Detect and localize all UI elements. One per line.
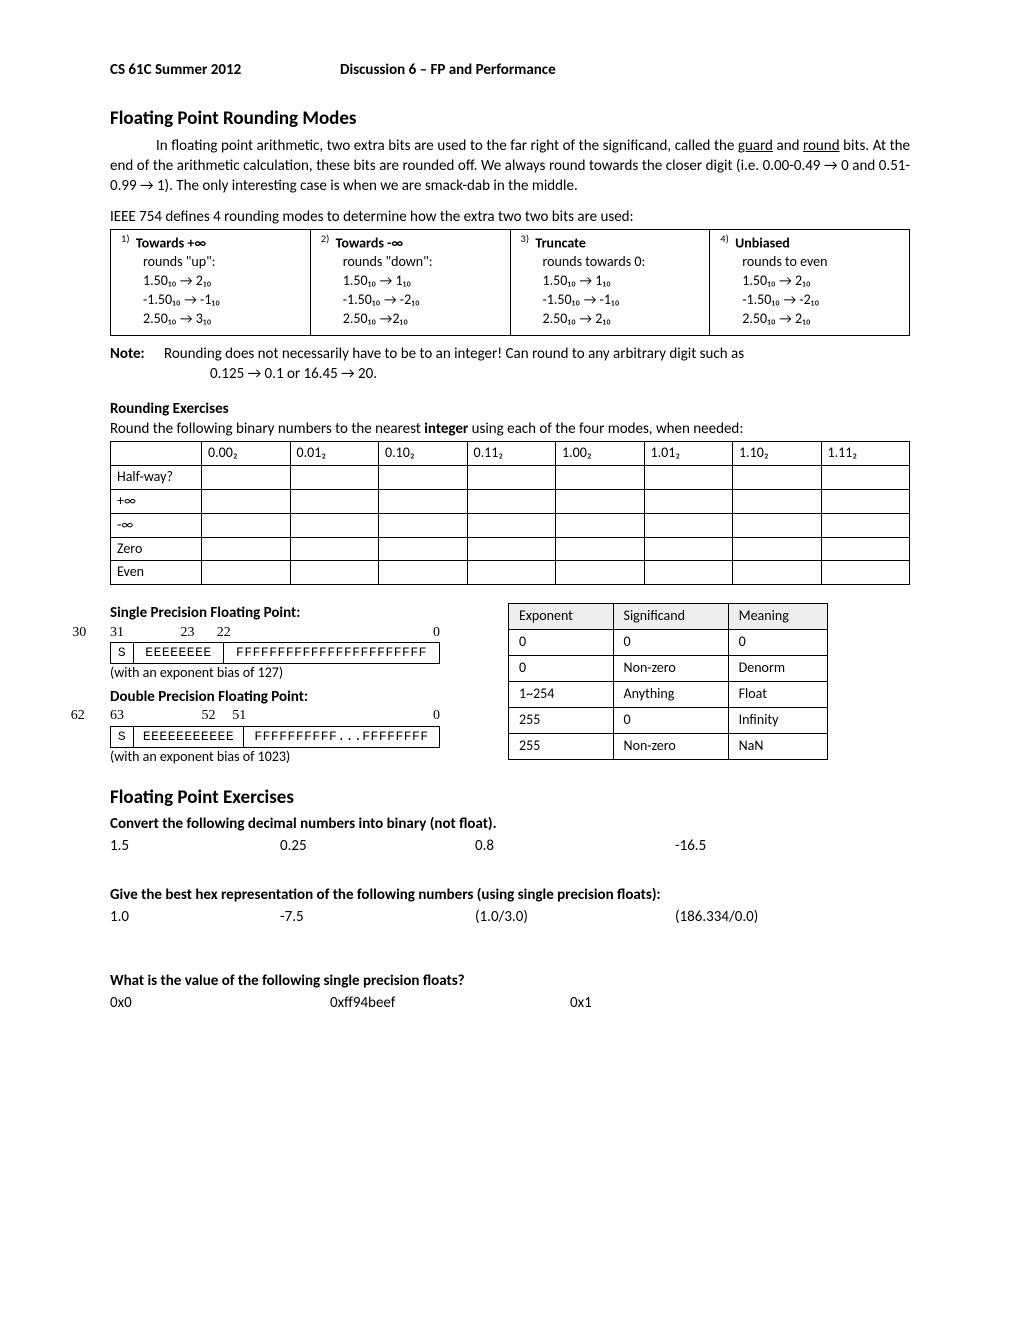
mode-cell: 3) Truncate rounds towards 0: 1.50₁₀ → 1… <box>510 229 710 335</box>
note-row: Note: Rounding does not necessarily have… <box>110 344 910 364</box>
mode-cell: 2) Towards -∞ rounds "down": 1.50₁₀ → 1₁… <box>310 229 510 335</box>
fp-format-diagrams: Single Precision Floating Point: 31 30 2… <box>110 603 480 766</box>
fp-exercises-title: Floating Point Exercises <box>110 785 910 811</box>
note-text: Rounding does not necessarily have to be… <box>164 344 910 364</box>
table-row: Even <box>111 561 910 585</box>
table-row: -∞ <box>111 513 910 537</box>
course-code: CS 61C Summer 2012 <box>110 60 340 80</box>
q3-values: 0x0 0xff94beef 0x1 <box>110 993 910 1013</box>
section-title-rounding: Floating Point Rounding Modes <box>110 106 910 132</box>
discussion-title: Discussion 6 – FP and Performance <box>340 60 556 80</box>
dp-title: Double Precision Floating Point: <box>110 687 480 707</box>
table-row: 1~254AnythingFloat <box>509 682 828 708</box>
table-row: 2550Infinity <box>509 707 828 733</box>
sp-bit-labels: 31 30 23 22 0 <box>110 624 440 643</box>
sp-title: Single Precision Floating Point: <box>110 603 480 623</box>
meaning-table-wrap: ExponentSignificandMeaning 000 0Non-zero… <box>508 603 828 759</box>
dp-bias: (with an exponent bias of 1023) <box>110 748 480 767</box>
rounding-exercise-table: 0.00₂ 0.01₂ 0.10₂ 0.11₂ 1.00₂ 1.01₂ 1.10… <box>110 441 910 585</box>
q1-title: Convert the following decimal numbers in… <box>110 814 910 834</box>
ieee-intro: IEEE 754 defines 4 rounding modes to det… <box>110 207 910 227</box>
mode-cell: 4) Unbiased rounds to even 1.50₁₀ → 2₁₀ … <box>710 229 910 335</box>
dp-bit-labels: 63 62 52 51 0 <box>110 707 440 726</box>
table-row: 000 <box>509 630 828 656</box>
page-header: CS 61C Summer 2012 Discussion 6 – FP and… <box>110 60 910 80</box>
sp-bitbox: S EEEEEEEE FFFFFFFFFFFFFFFFFFFFFFF <box>110 642 440 664</box>
rounding-modes-table: 1) Towards +∞ rounds "up": 1.50₁₀ → 2₁₀ … <box>110 229 910 336</box>
rounding-exercises-title: Rounding Exercises <box>110 399 910 419</box>
intro-para: In floating point arithmetic, two extra … <box>110 136 910 197</box>
table-row: +∞ <box>111 489 910 513</box>
dp-bitbox: S EEEEEEEEEEE FFFFFFFFFF...FFFFFFFF <box>110 726 440 748</box>
guard-term: guard <box>738 137 773 155</box>
q2-title: Give the best hex representation of the … <box>110 885 910 905</box>
rounding-exercises-desc: Round the following binary numbers to th… <box>110 419 910 439</box>
q1-values: 1.5 0.25 0.8 -16.5 <box>110 836 910 856</box>
table-row: Zero <box>111 537 910 561</box>
q3-title: What is the value of the following singl… <box>110 971 910 991</box>
q2-values: 1.0 -7.5 (1.0/3.0) (186.334/0.0) <box>110 907 910 927</box>
table-row: 255Non-zeroNaN <box>509 733 828 759</box>
mode-cell: 1) Towards +∞ rounds "up": 1.50₁₀ → 2₁₀ … <box>111 229 311 335</box>
note-text-2: 0.125 → 0.1 or 16.45 → 20. <box>210 364 910 384</box>
sp-bias: (with an exponent bias of 127) <box>110 664 480 683</box>
table-row: Half-way? <box>111 465 910 489</box>
table-row: 0Non-zeroDenorm <box>509 656 828 682</box>
round-term: round <box>803 137 840 155</box>
meaning-table: ExponentSignificandMeaning 000 0Non-zero… <box>508 603 828 759</box>
note-label: Note: <box>110 344 164 364</box>
